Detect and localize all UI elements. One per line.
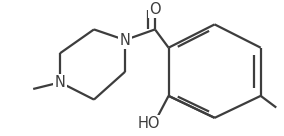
- Text: N: N: [55, 75, 66, 90]
- Text: HO: HO: [138, 116, 160, 131]
- Text: N: N: [120, 33, 130, 47]
- Text: O: O: [149, 2, 161, 17]
